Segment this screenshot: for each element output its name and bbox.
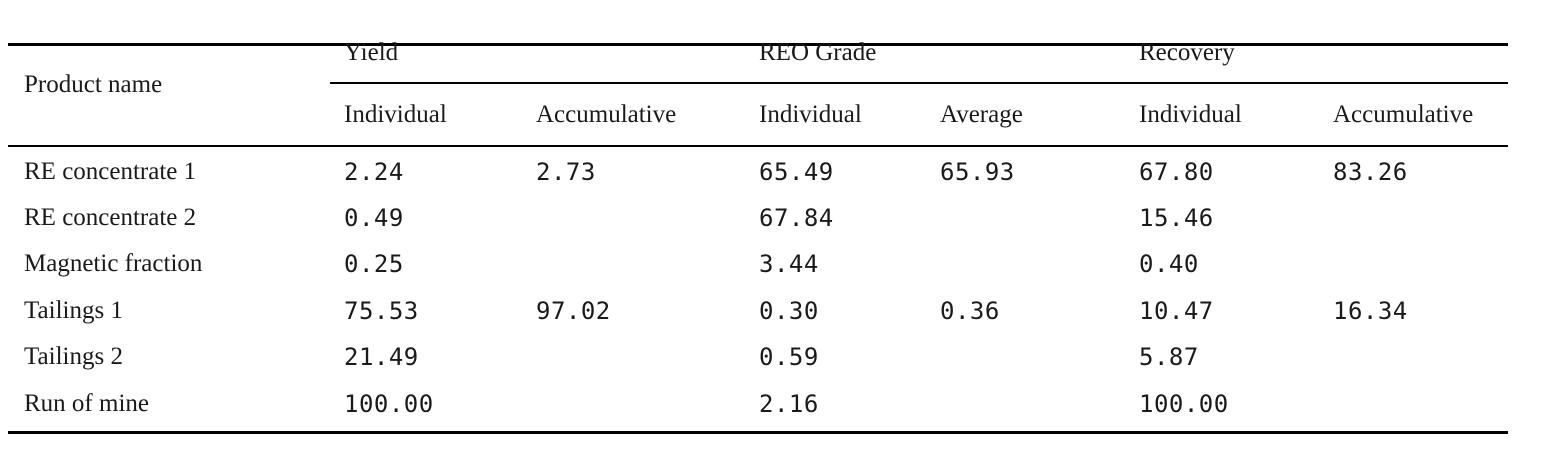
value-cell: 67.84	[759, 204, 834, 232]
group-rule	[330, 82, 1508, 84]
value-cell: 10.47	[1139, 297, 1214, 325]
product-name-header: Product name	[24, 71, 163, 98]
value-cell: 83.26	[1333, 158, 1408, 186]
value-cell: 97.02	[536, 297, 611, 325]
row-name: RE concentrate 2	[24, 204, 197, 231]
row-name: Tailings 2	[24, 343, 123, 370]
value-cell: 0.25	[344, 250, 404, 278]
subheader-grade-average: Average	[940, 101, 1023, 128]
value-cell: 5.87	[1139, 343, 1199, 371]
value-cell: 3.44	[759, 250, 819, 278]
subheader-yield-accumulative: Accumulative	[536, 101, 677, 128]
header-rule	[8, 145, 1508, 147]
group-header-recovery: Recovery	[1139, 39, 1235, 66]
value-cell: 2.24	[344, 158, 404, 186]
row-name: Tailings 1	[24, 297, 123, 324]
bottom-rule	[8, 431, 1508, 434]
row-name: Run of mine	[24, 390, 149, 417]
value-cell: 75.53	[344, 297, 419, 325]
subheader-recovery-accumulative: Accumulative	[1333, 101, 1474, 128]
value-cell: 2.73	[536, 158, 596, 186]
subheader-recovery-individual: Individual	[1139, 101, 1242, 128]
subheader-grade-individual: Individual	[759, 101, 862, 128]
value-cell: 0.30	[759, 297, 819, 325]
subheader-yield-individual: Individual	[344, 101, 447, 128]
value-cell: 65.93	[940, 158, 1015, 186]
group-header-reo-grade: REO Grade	[759, 39, 877, 66]
value-cell: 65.49	[759, 158, 834, 186]
results-table: Product name Yield REO Grade Recovery In…	[8, 0, 1508, 450]
group-header-yield: Yield	[344, 39, 399, 66]
value-cell: 0.40	[1139, 250, 1199, 278]
value-cell: 16.34	[1333, 297, 1408, 325]
value-cell: 0.36	[940, 297, 1000, 325]
value-cell: 100.00	[344, 390, 434, 418]
row-name: RE concentrate 1	[24, 158, 197, 185]
top-rule	[8, 43, 1508, 46]
value-cell: 67.80	[1139, 158, 1214, 186]
value-cell: 2.16	[759, 390, 819, 418]
value-cell: 0.49	[344, 204, 404, 232]
value-cell: 21.49	[344, 343, 419, 371]
row-name: Magnetic fraction	[24, 250, 203, 277]
value-cell: 15.46	[1139, 204, 1214, 232]
value-cell: 0.59	[759, 343, 819, 371]
value-cell: 100.00	[1139, 390, 1229, 418]
